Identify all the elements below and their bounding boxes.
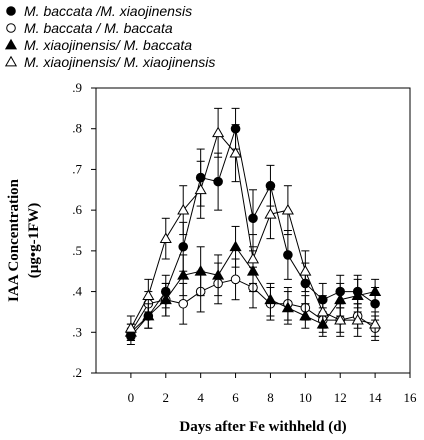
y-tick-label: .3 bbox=[72, 324, 82, 339]
data-point bbox=[124, 322, 137, 333]
legend-marker-3 bbox=[4, 38, 18, 50]
x-axis: 0 2 4 6 8 10 12 14 16 bbox=[128, 373, 417, 405]
y-axis-title: IAA Concentration (µg•g-1FW) bbox=[6, 178, 42, 302]
data-point bbox=[264, 208, 277, 219]
data-point bbox=[264, 293, 277, 305]
y-axis-title-unit: (µg•g-1FW) bbox=[26, 203, 42, 279]
data-point bbox=[248, 213, 258, 224]
data-point bbox=[281, 301, 294, 313]
legend-marker-1 bbox=[6, 6, 16, 16]
data-point bbox=[212, 269, 225, 280]
y-tick-label: .5 bbox=[72, 243, 82, 258]
plot-frame bbox=[95, 87, 411, 374]
x-tick-label: 14 bbox=[369, 390, 383, 405]
data-point bbox=[159, 232, 172, 244]
data-point bbox=[178, 241, 189, 252]
series-4 bbox=[124, 107, 382, 341]
x-axis-title: Days after Fe withheld (d) bbox=[179, 419, 346, 435]
y-tick-label: .2 bbox=[72, 365, 82, 380]
legend-label-4: M. xiaojinensis/ M. xiaojinensis bbox=[24, 54, 215, 70]
y-axis-title-line1: IAA Concentration bbox=[6, 178, 22, 302]
data-point bbox=[142, 289, 155, 301]
data-point bbox=[229, 146, 242, 158]
data-point bbox=[281, 203, 294, 215]
data-point bbox=[194, 265, 207, 276]
y-tick-label: .8 bbox=[72, 121, 82, 136]
data-point bbox=[369, 317, 382, 329]
data-point bbox=[351, 289, 364, 301]
y-tick-label: .9 bbox=[72, 80, 82, 95]
data-point bbox=[212, 126, 225, 138]
data-point bbox=[299, 309, 312, 321]
legend-label-2: M. baccata / M. baccata bbox=[24, 20, 173, 36]
data-point bbox=[230, 274, 241, 285]
y-tick-label: .6 bbox=[72, 202, 82, 217]
data-point bbox=[142, 309, 155, 321]
series-1 bbox=[126, 107, 380, 345]
legend-label-3: M. xiaojinensis/ M. baccata bbox=[24, 37, 192, 53]
x-tick-label: 4 bbox=[197, 390, 204, 405]
legend-marker-2 bbox=[6, 23, 16, 33]
series-layer bbox=[124, 107, 382, 345]
x-tick-label: 8 bbox=[267, 390, 274, 405]
x-tick-label: 2 bbox=[163, 390, 170, 405]
data-point bbox=[246, 252, 260, 264]
y-axis: .2 .3 .4 .5 .6 .7 .8 .9 bbox=[72, 80, 96, 380]
y-tick-label: .7 bbox=[72, 161, 82, 176]
data-point bbox=[316, 305, 329, 317]
data-point bbox=[283, 250, 293, 260]
data-point bbox=[369, 285, 382, 296]
data-point bbox=[265, 180, 276, 191]
data-point bbox=[229, 240, 242, 252]
data-point bbox=[334, 313, 347, 325]
legend-label-1: M. baccata /M. xiaojinensis bbox=[24, 3, 192, 19]
x-tick-label: 12 bbox=[334, 390, 347, 405]
data-point bbox=[178, 298, 189, 309]
plot-area: 0 2 4 6 8 10 12 14 16 .2 .3 .4 .5 .6 .7 .8 .9 bbox=[72, 80, 417, 405]
x-tick-label: 10 bbox=[299, 390, 312, 405]
data-point bbox=[159, 293, 172, 305]
data-point bbox=[177, 269, 190, 280]
x-tick-label: 16 bbox=[404, 390, 418, 405]
x-tick-label: 6 bbox=[232, 390, 239, 405]
data-point bbox=[194, 183, 207, 195]
x-tick-label: 0 bbox=[128, 390, 135, 405]
data-point bbox=[299, 265, 312, 276]
data-point bbox=[213, 176, 223, 187]
data-point bbox=[351, 313, 364, 325]
data-point bbox=[177, 203, 190, 215]
legend-marker-4 bbox=[4, 55, 18, 67]
y-tick-label: .4 bbox=[72, 284, 82, 299]
